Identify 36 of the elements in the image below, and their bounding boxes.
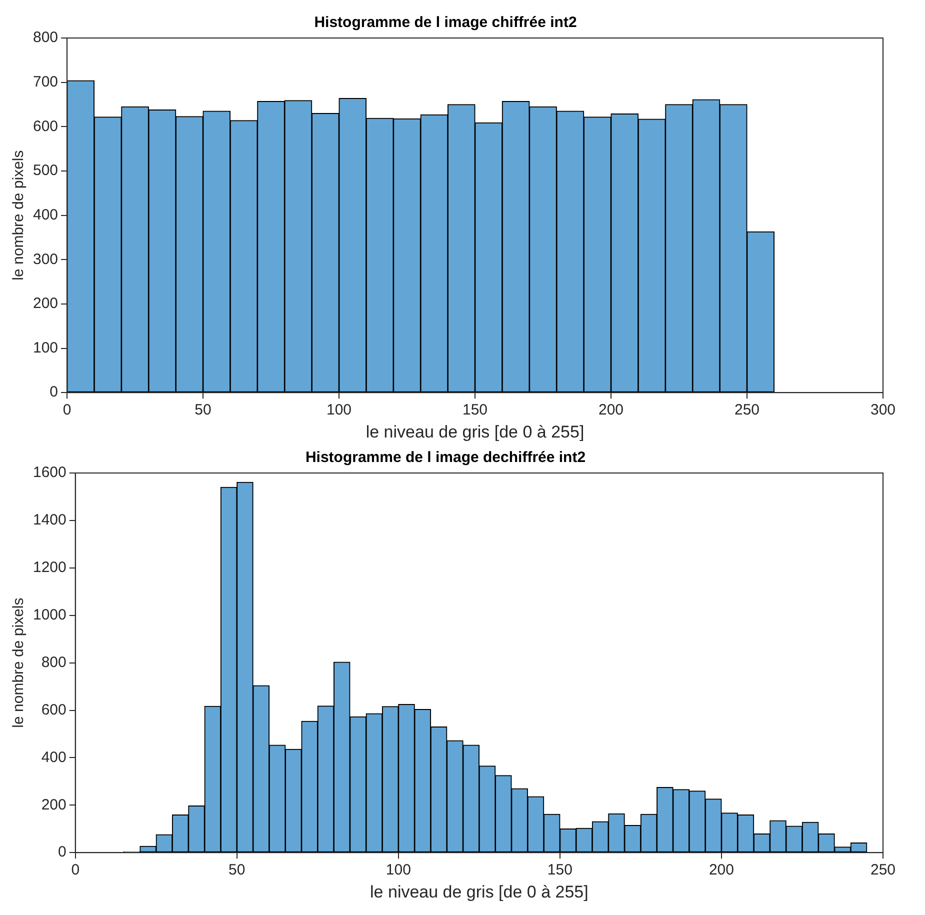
y-tick-label: 200 — [32, 295, 58, 312]
y-tick-label: 500 — [32, 162, 58, 180]
y-tick-label: 1600 — [32, 464, 66, 482]
y-tick-label: 1200 — [32, 559, 66, 576]
y-axis-title: le nombre de pixels — [10, 598, 28, 728]
y-tick-label: 100 — [32, 339, 58, 356]
x-axis-title: le niveau de gris [de 0 à 255] — [366, 422, 584, 442]
y-tick-label: 1000 — [32, 606, 66, 624]
x-tick-label: 150 — [462, 402, 488, 419]
x-tick-label: 300 — [870, 402, 896, 419]
y-tick-label: 700 — [32, 73, 58, 90]
x-tick-label: 250 — [734, 402, 760, 419]
x-tick-label: 200 — [708, 862, 734, 879]
y-tick-label: 600 — [41, 701, 66, 718]
x-axis-title: le niveau de gris [de 0 à 255] — [370, 882, 588, 902]
x-tick-label: 50 — [194, 402, 212, 419]
y-tick-label: 800 — [32, 29, 58, 46]
y-tick-label: 300 — [32, 250, 58, 268]
x-tick-label: 100 — [386, 862, 411, 879]
chart-title: Histogramme de l image chiffrée int2 — [314, 14, 577, 32]
y-tick-label: 600 — [32, 118, 58, 135]
y-tick-label: 0 — [50, 384, 58, 401]
x-tick-label: 250 — [870, 862, 896, 879]
x-tick-label: 150 — [547, 862, 572, 879]
x-tick-label: 200 — [598, 402, 624, 419]
chart-title: Histogramme de l image dechiffrée int2 — [305, 449, 586, 466]
y-tick-label: 400 — [41, 748, 66, 766]
y-axis-title: le nombre de pixels — [10, 150, 28, 280]
x-tick-label: 50 — [228, 862, 246, 879]
y-tick-label: 200 — [41, 796, 66, 814]
y-tick-label: 400 — [32, 206, 58, 224]
y-tick-label: 1400 — [32, 512, 66, 529]
y-tick-label: 0 — [58, 844, 66, 861]
x-tick-label: 100 — [326, 402, 352, 419]
x-tick-label: 0 — [71, 862, 80, 879]
y-tick-label: 800 — [41, 654, 66, 671]
